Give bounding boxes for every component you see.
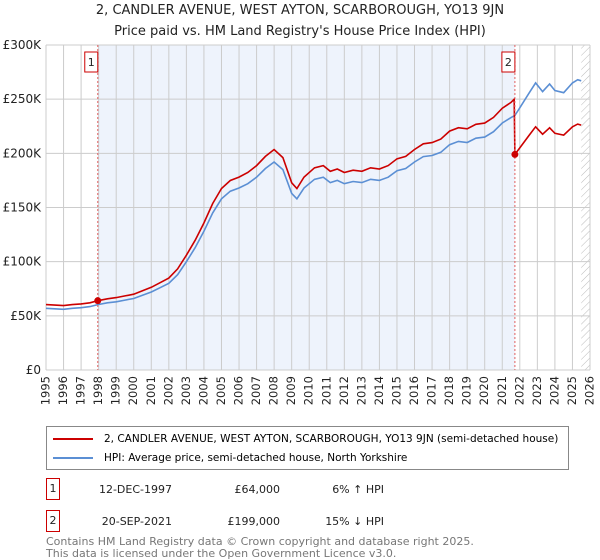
legend-label: HPI: Average price, semi-detached house,… — [104, 452, 408, 464]
sale-date: 20-SEP-2021 — [101, 514, 172, 528]
sale-date: 12-DEC-1997 — [98, 482, 172, 496]
legend-item-property: 2, CANDLER AVENUE, WEST AYTON, SCARBOROU… — [53, 432, 558, 446]
y-tick-label: £100K — [3, 255, 43, 269]
sale-row-1: 1 12-DEC-1997 £64,000 6% ↑ HPI — [46, 478, 384, 500]
price-chart: 1995 1996 1997 1998 1999 2000 2001 2002 2003 2004… — [3, 38, 597, 405]
x-tick-label: 2014 — [372, 376, 386, 405]
x-tick-label: 2020 — [477, 376, 491, 405]
x-tick-label: 2024 — [547, 376, 561, 405]
x-tick-label: 2015 — [389, 376, 403, 405]
x-tick-label: 1998 — [91, 376, 105, 405]
x-tick-label: 2008 — [267, 376, 281, 405]
x-tick-label: 2025 — [565, 376, 579, 405]
sale-point — [94, 297, 102, 305]
x-tick-label: 2006 — [232, 376, 246, 405]
footer-copyright: Contains HM Land Registry data © Crown c… — [46, 535, 474, 548]
sale-badge: 1 — [46, 478, 60, 500]
footer-licence: This data is licensed under the Open Gov… — [46, 547, 397, 560]
x-tick-label: 1999 — [109, 376, 123, 405]
x-tick-label: 2004 — [196, 376, 210, 405]
x-tick-label: 2012 — [337, 376, 351, 405]
legend: 2, CANDLER AVENUE, WEST AYTON, SCARBOROU… — [46, 426, 569, 470]
x-tick-label: 2011 — [319, 376, 333, 405]
x-tick-label: 2019 — [460, 376, 474, 405]
x-tick-label: 2026 — [583, 376, 597, 405]
x-tick-label: 1995 — [39, 376, 53, 405]
x-tick-label: 2009 — [284, 376, 298, 405]
sale-hpi-diff: 15% ↓ HPI — [325, 514, 384, 528]
y-tick-label: £300K — [3, 38, 43, 52]
sale-point — [511, 150, 519, 158]
y-tick-label: £0 — [26, 363, 41, 377]
legend-item-hpi: HPI: Average price, semi-detached house,… — [53, 451, 407, 465]
x-tick-label: 2001 — [144, 376, 158, 405]
sale-annotation-label: 1 — [88, 56, 95, 69]
sale-price: £199,000 — [227, 514, 281, 528]
x-tick-label: 2002 — [161, 376, 175, 405]
x-tick-label: 2022 — [512, 376, 526, 405]
y-tick-label: £200K — [3, 146, 43, 160]
hpi-series-line — [45, 78, 582, 311]
x-tick-label: 2017 — [425, 376, 439, 405]
sale-annotation-box — [501, 51, 516, 73]
x-tick-label: 2003 — [179, 376, 193, 405]
x-tick-label: 2007 — [249, 376, 263, 405]
chart-title-block: 2, CANDLER AVENUE, WEST AYTON, SCARBOROU… — [0, 0, 600, 42]
chart-title: 2, CANDLER AVENUE, WEST AYTON, SCARBOROU… — [95, 3, 505, 18]
chart-subtitle: Price paid vs. HM Land Registry's House … — [114, 24, 486, 39]
sale-badge: 2 — [46, 510, 60, 532]
x-tick-label: 1997 — [74, 376, 88, 405]
x-tick-label: 2000 — [126, 376, 140, 405]
x-tick-label: 2013 — [354, 376, 368, 405]
legend-swatch-red — [53, 438, 93, 440]
footer: Contains HM Land Registry data © Crown c… — [46, 536, 474, 560]
x-tick-label: 2005 — [214, 376, 228, 405]
legend-label: 2, CANDLER AVENUE, WEST AYTON, SCARBOROU… — [104, 433, 559, 445]
y-tick-label: £150K — [3, 201, 43, 215]
x-tick-label: 2021 — [495, 376, 509, 405]
x-tick-label: 1996 — [56, 376, 70, 405]
sale-annotation-label: 2 — [505, 56, 512, 69]
sale-annotation-box — [84, 51, 99, 73]
property-series-line — [45, 97, 582, 307]
sale-hpi-diff: 6% ↑ HPI — [332, 482, 384, 496]
x-tick-label: 2010 — [302, 376, 316, 405]
x-tick-label: 2023 — [530, 376, 544, 405]
y-tick-label: £250K — [3, 92, 43, 106]
y-tick-label: £50K — [10, 309, 42, 323]
x-tick-label: 2016 — [407, 376, 421, 405]
sale-row-2: 2 20-SEP-2021 £199,000 15% ↓ HPI — [46, 510, 384, 532]
sale-price: £64,000 — [234, 482, 281, 496]
legend-swatch-blue — [53, 457, 93, 459]
x-tick-label: 2018 — [442, 376, 456, 405]
